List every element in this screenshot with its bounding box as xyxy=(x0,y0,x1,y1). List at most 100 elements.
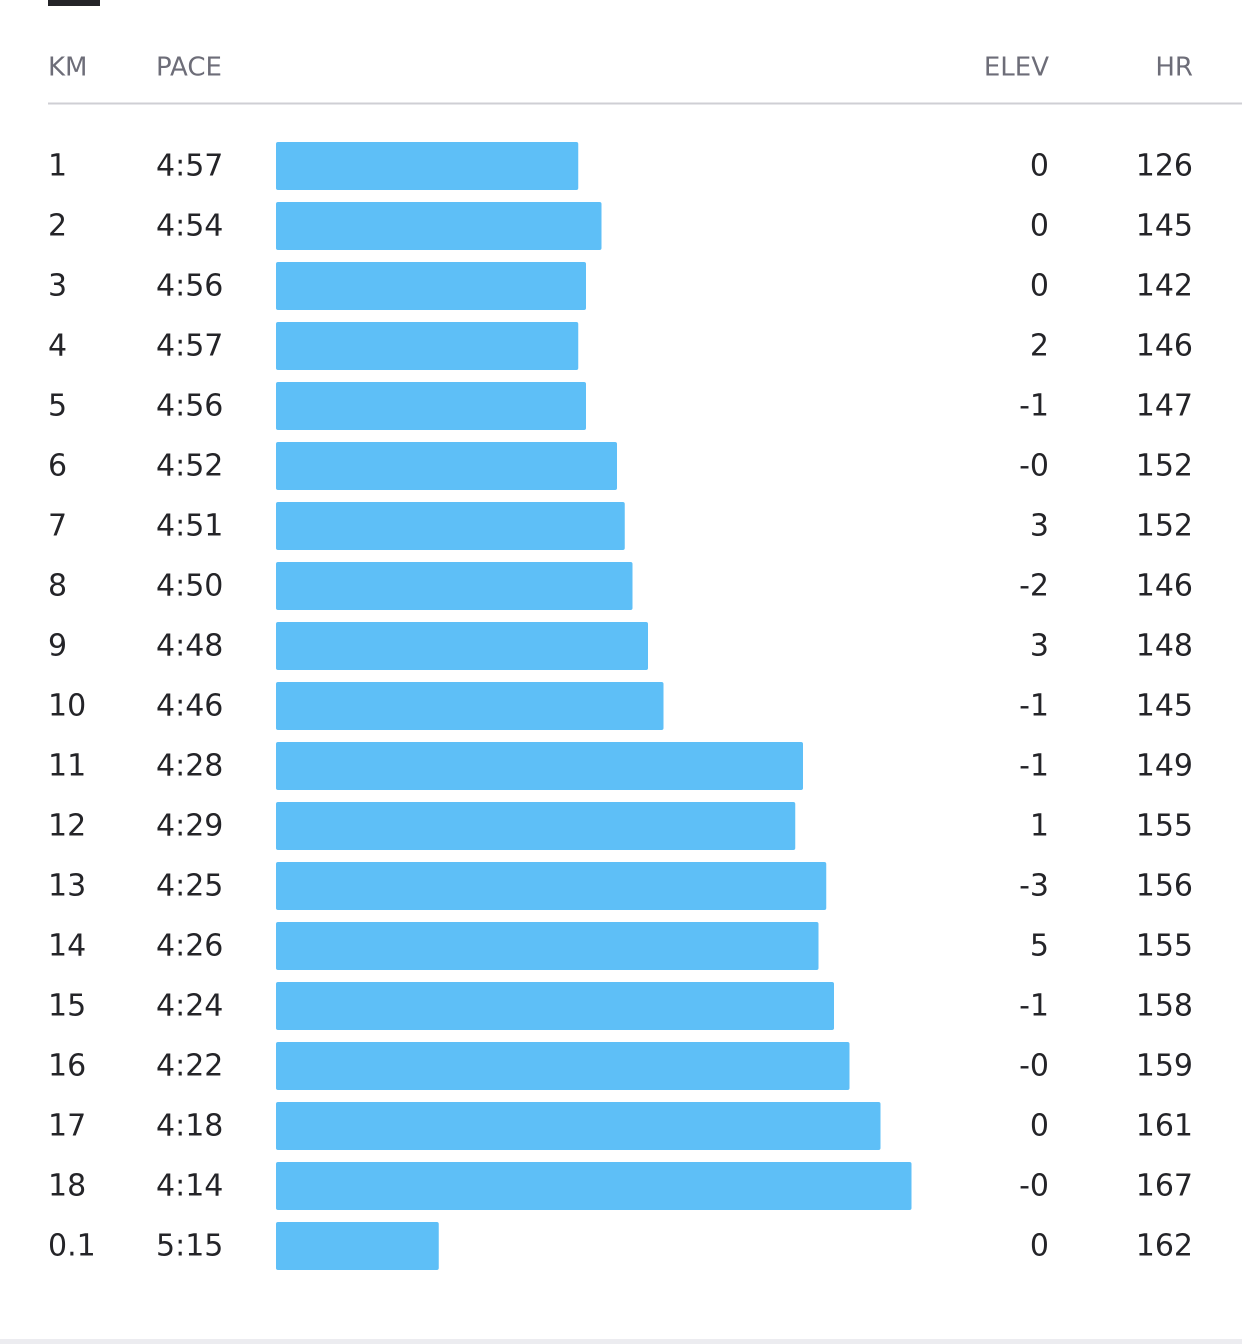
cell-km: 6 xyxy=(48,449,67,484)
cell-elev: 5 xyxy=(1030,929,1049,964)
cell-km: 3 xyxy=(48,269,67,304)
cell-elev: -1 xyxy=(1019,989,1049,1024)
cell-elev: 0 xyxy=(1030,149,1049,184)
pace-bar xyxy=(276,1222,439,1270)
cell-hr: 146 xyxy=(1136,329,1193,364)
cell-hr: 167 xyxy=(1136,1169,1193,1204)
cell-km: 14 xyxy=(48,929,86,964)
cell-elev: -0 xyxy=(1019,449,1049,484)
cell-hr: 149 xyxy=(1136,749,1193,784)
pace-bar xyxy=(276,742,803,790)
cell-km: 15 xyxy=(48,989,86,1024)
cell-hr: 126 xyxy=(1136,149,1193,184)
cell-km: 11 xyxy=(48,749,86,784)
cell-hr: 155 xyxy=(1136,929,1193,964)
cell-km: 17 xyxy=(48,1109,86,1144)
cell-km: 4 xyxy=(48,329,67,364)
pace-bar xyxy=(276,622,648,670)
cell-km: 2 xyxy=(48,209,67,244)
pace-bar xyxy=(276,1042,850,1090)
cell-elev: -0 xyxy=(1019,1049,1049,1084)
cell-km: 12 xyxy=(48,809,86,844)
cell-elev: 0 xyxy=(1030,1229,1049,1264)
cut-title-fragment xyxy=(48,0,100,6)
cell-elev: 0 xyxy=(1030,209,1049,244)
cell-hr: 147 xyxy=(1136,389,1193,424)
header-pace: PACE xyxy=(156,53,222,83)
pace-bar xyxy=(276,322,579,370)
cell-pace: 4:52 xyxy=(156,449,223,484)
cell-hr: 145 xyxy=(1136,209,1193,244)
cell-pace: 4:57 xyxy=(156,329,223,364)
cell-pace: 4:14 xyxy=(156,1169,223,1204)
bottom-divider xyxy=(0,1339,1242,1344)
cell-pace: 4:26 xyxy=(156,929,223,964)
pace-bar xyxy=(276,1102,881,1150)
cell-hr: 155 xyxy=(1136,809,1193,844)
pace-bar xyxy=(276,982,834,1030)
cell-km: 10 xyxy=(48,689,86,724)
cell-hr: 161 xyxy=(1136,1109,1193,1144)
cell-km: 0.1 xyxy=(48,1229,96,1264)
pace-bar xyxy=(276,202,602,250)
cell-pace: 4:22 xyxy=(156,1049,223,1084)
cell-pace: 4:29 xyxy=(156,809,223,844)
pace-bar xyxy=(276,682,664,730)
cell-km: 7 xyxy=(48,509,67,544)
cell-elev: 1 xyxy=(1030,809,1049,844)
header-km: KM xyxy=(48,53,87,83)
cell-hr: 142 xyxy=(1136,269,1193,304)
cell-pace: 4:46 xyxy=(156,689,223,724)
cell-hr: 156 xyxy=(1136,869,1193,904)
cell-hr: 159 xyxy=(1136,1049,1193,1084)
cell-km: 5 xyxy=(48,389,67,424)
cell-elev: -2 xyxy=(1019,569,1049,604)
cell-hr: 148 xyxy=(1136,629,1193,664)
pace-bar xyxy=(276,1162,912,1210)
cell-pace: 5:15 xyxy=(156,1229,223,1264)
cell-hr: 158 xyxy=(1136,989,1193,1024)
pace-bar xyxy=(276,382,586,430)
cell-km: 16 xyxy=(48,1049,86,1084)
cell-elev: 3 xyxy=(1030,509,1049,544)
cell-elev: -1 xyxy=(1019,389,1049,424)
header-elev: ELEV xyxy=(984,53,1049,83)
cell-km: 18 xyxy=(48,1169,86,1204)
cell-elev: -1 xyxy=(1019,689,1049,724)
cell-hr: 152 xyxy=(1136,509,1193,544)
cell-km: 1 xyxy=(48,149,67,184)
pace-bar xyxy=(276,862,827,910)
cell-elev: 0 xyxy=(1030,1109,1049,1144)
cell-elev: 3 xyxy=(1030,629,1049,664)
pace-bar xyxy=(276,442,617,490)
cell-pace: 4:51 xyxy=(156,509,223,544)
cell-km: 9 xyxy=(48,629,67,664)
cell-pace: 4:56 xyxy=(156,269,223,304)
pace-bar xyxy=(276,502,625,550)
cell-elev: -0 xyxy=(1019,1169,1049,1204)
pace-bar xyxy=(276,922,819,970)
header-hr: HR xyxy=(1155,53,1193,83)
cell-km: 13 xyxy=(48,869,86,904)
cell-hr: 162 xyxy=(1136,1229,1193,1264)
cell-hr: 146 xyxy=(1136,569,1193,604)
cell-elev: 0 xyxy=(1030,269,1049,304)
pace-bar xyxy=(276,562,633,610)
cell-pace: 4:57 xyxy=(156,149,223,184)
cell-elev: -3 xyxy=(1019,869,1049,904)
cell-km: 8 xyxy=(48,569,67,604)
pace-bar xyxy=(276,262,586,310)
cell-hr: 152 xyxy=(1136,449,1193,484)
cell-hr: 145 xyxy=(1136,689,1193,724)
cell-pace: 4:48 xyxy=(156,629,223,664)
cell-pace: 4:25 xyxy=(156,869,223,904)
cell-pace: 4:54 xyxy=(156,209,223,244)
pace-bar xyxy=(276,802,796,850)
cell-pace: 4:50 xyxy=(156,569,223,604)
cell-pace: 4:18 xyxy=(156,1109,223,1144)
cell-pace: 4:28 xyxy=(156,749,223,784)
cell-pace: 4:56 xyxy=(156,389,223,424)
cell-elev: 2 xyxy=(1030,329,1049,364)
